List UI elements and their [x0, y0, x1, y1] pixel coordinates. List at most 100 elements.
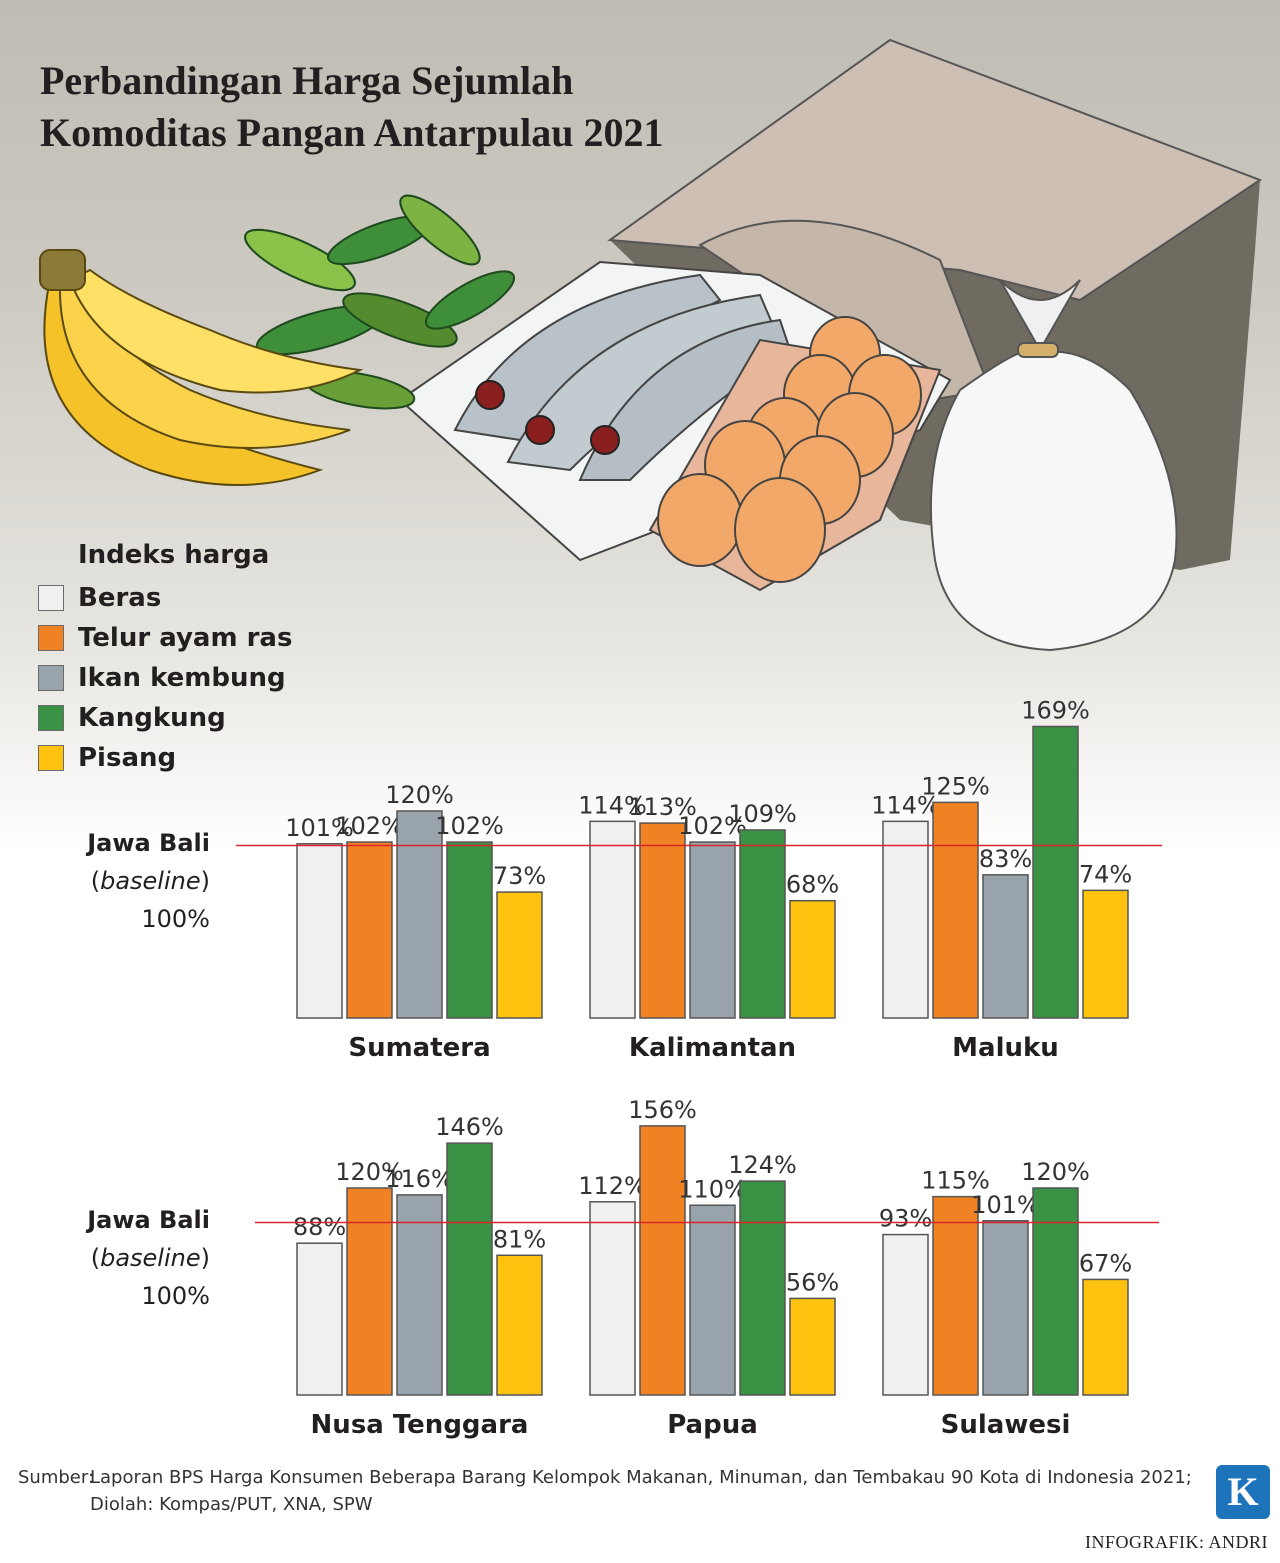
bar-charts: 101%102%120%102%73%Sumatera114%113%102%1… — [236, 696, 1162, 1440]
bar-papua-ikan-kembung — [689, 1204, 736, 1396]
baseline-paren-close: ) — [200, 1244, 210, 1272]
bar-sulawesi-kangkung — [1032, 1187, 1079, 1396]
baseline-paren-open: ( — [90, 867, 101, 895]
legend-swatch — [38, 585, 64, 611]
bar-value-label: 114% — [871, 791, 940, 819]
bar-value-label: 67% — [1079, 1249, 1132, 1277]
bar-sumatera-pisang — [496, 891, 543, 1019]
bar-papua-kangkung — [739, 1180, 786, 1396]
bar-value-label: 83% — [979, 845, 1032, 873]
baseline-paren-close: ) — [200, 867, 210, 895]
bar-value-label: 169% — [1021, 696, 1090, 724]
legend-label: Beras — [78, 583, 162, 613]
bar-value-label: 93% — [879, 1205, 932, 1233]
region-label: Nusa Tenggara — [311, 1410, 529, 1440]
baseline-label-bottom: Jawa Bali (baseline) 100% — [87, 1201, 210, 1315]
legend-item-beras: Beras — [38, 578, 292, 618]
bar-maluku-beras — [882, 820, 929, 1019]
eggs-illustration — [648, 316, 942, 592]
bar-value-label: 102% — [435, 812, 504, 840]
baseline-word: baseline — [100, 867, 201, 895]
source-label: Sumber: — [18, 1467, 95, 1488]
bar-maluku-pisang — [1082, 889, 1129, 1019]
bar-value-label: 56% — [786, 1268, 839, 1296]
bar-nusa-tenggara-kangkung — [446, 1142, 493, 1396]
bar-value-label: 120% — [385, 781, 454, 809]
baseline-note: (baseline) — [87, 862, 210, 900]
bar-value-label: 120% — [335, 1158, 404, 1186]
bar-papua-pisang — [789, 1297, 836, 1396]
bar-value-label: 156% — [628, 1096, 697, 1124]
baseline-value: 100% — [141, 1282, 210, 1310]
kangkung-illustration — [244, 194, 516, 410]
bar-sumatera-telur-ayam-ras — [346, 841, 393, 1019]
bar-value-label: 115% — [921, 1167, 990, 1195]
bar-value-label: 114% — [578, 791, 647, 819]
bar-value-label: 81% — [493, 1225, 546, 1253]
legend-item-kangkung: Kangkung — [38, 698, 292, 738]
bar-value-label: 101% — [285, 814, 354, 842]
legend-swatch — [38, 625, 64, 651]
bar-value-label: 125% — [921, 772, 990, 800]
bar-value-label: 146% — [435, 1113, 504, 1141]
bar-kalimantan-pisang — [789, 899, 836, 1019]
legend-item-ikan: Ikan kembung — [38, 658, 292, 698]
source-line-1: Laporan BPS Harga Konsumen Beberapa Bara… — [90, 1467, 1192, 1488]
bar-sulawesi-pisang — [1082, 1278, 1129, 1396]
bar-sumatera-ikan-kembung — [396, 810, 443, 1019]
legend-item-pisang: Pisang — [38, 738, 292, 778]
bar-value-label: 116% — [385, 1165, 454, 1193]
legend-item-telur: Telur ayam ras — [38, 618, 292, 658]
legend-swatch — [38, 745, 64, 771]
bar-nusa-tenggara-pisang — [496, 1254, 543, 1396]
baseline-name: Jawa Bali — [87, 1206, 210, 1234]
bar-value-label: 110% — [678, 1175, 747, 1203]
bar-kalimantan-kangkung — [739, 829, 786, 1019]
source-note: Sumber: Laporan BPS Harga Konsumen Beber… — [18, 1464, 1192, 1518]
source-text: Laporan BPS Harga Konsumen Beberapa Bara… — [90, 1464, 1192, 1518]
legend-swatch — [38, 705, 64, 731]
bar-value-label: 68% — [786, 871, 839, 899]
credit: INFOGRAFIK: ANDRI — [1084, 1532, 1268, 1552]
kompas-logo: K — [1216, 1465, 1270, 1519]
bar-value-label: 101% — [971, 1191, 1040, 1219]
rice-bag-illustration — [929, 279, 1178, 652]
legend-label: Pisang — [78, 743, 177, 773]
region-label: Papua — [667, 1410, 758, 1440]
region-label: Sumatera — [348, 1033, 490, 1063]
bar-nusa-tenggara-telur-ayam-ras — [346, 1187, 393, 1396]
bar-kalimantan-beras — [589, 820, 636, 1019]
food-illustration — [39, 38, 1263, 652]
bar-value-label: 109% — [728, 800, 797, 828]
bar-sulawesi-beras — [882, 1233, 929, 1396]
bar-nusa-tenggara-ikan-kembung — [396, 1194, 443, 1396]
bar-value-label: 102% — [335, 812, 404, 840]
legend-title: Indeks harga — [78, 540, 270, 570]
bar-kalimantan-ikan-kembung — [689, 841, 736, 1019]
bar-nusa-tenggara-beras — [296, 1242, 343, 1396]
bar-sulawesi-telur-ayam-ras — [932, 1195, 979, 1396]
legend-swatch — [38, 665, 64, 691]
bar-value-label: 120% — [1021, 1158, 1090, 1186]
region-label: Sulawesi — [941, 1410, 1071, 1440]
region-label: Kalimantan — [629, 1033, 796, 1063]
source-line-2: Diolah: Kompas/PUT, XNA, SPW — [90, 1494, 373, 1515]
banana-illustration — [39, 249, 364, 486]
bar-value-label: 112% — [578, 1172, 647, 1200]
bar-sumatera-kangkung — [446, 841, 493, 1019]
bar-value-label: 88% — [293, 1213, 346, 1241]
baseline-word: baseline — [100, 1244, 201, 1272]
baseline-value: 100% — [141, 905, 210, 933]
legend-label: Ikan kembung — [78, 663, 286, 693]
bar-papua-beras — [589, 1201, 636, 1396]
bar-kalimantan-telur-ayam-ras — [639, 822, 686, 1019]
baseline-paren-open: ( — [90, 1244, 101, 1272]
bar-value-label: 124% — [728, 1151, 797, 1179]
fish-illustration — [453, 273, 792, 481]
baseline-name: Jawa Bali — [87, 829, 210, 857]
bar-sumatera-beras — [296, 843, 343, 1019]
bar-value-label: 113% — [628, 793, 697, 821]
bar-value-label: 102% — [678, 812, 747, 840]
bar-value-label: 74% — [1079, 860, 1132, 888]
baseline-note: (baseline) — [87, 1239, 210, 1277]
